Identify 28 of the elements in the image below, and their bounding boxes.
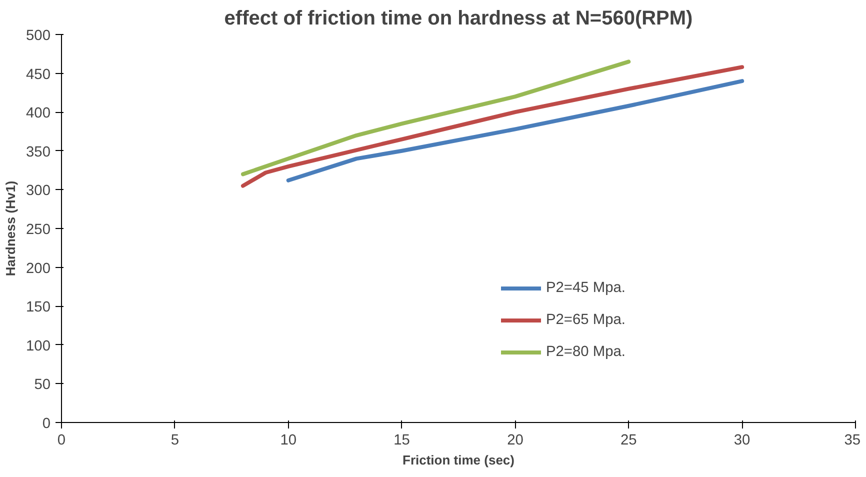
y-tick-label: 450 — [26, 66, 51, 83]
line-series — [286, 79, 744, 182]
y-tick-label: 500 — [26, 28, 51, 44]
y-tick-label: 250 — [26, 222, 51, 238]
y-axis-title: Hardness (Hv1) — [3, 180, 18, 276]
line-series — [240, 65, 744, 188]
x-tick-label: 30 — [734, 432, 750, 448]
x-tick-label: 20 — [507, 432, 524, 448]
y-tick-label: 200 — [26, 260, 51, 277]
legend-label: P2=45 Mpa. — [546, 280, 626, 296]
y-tick-label: 50 — [34, 377, 51, 394]
chart-title: effect of friction time on hardness at N=560(RPM) — [224, 8, 693, 30]
y-tick-label: 100 — [26, 338, 51, 354]
legend-label: P2=80 Mpa. — [546, 344, 626, 360]
y-tick-label: 400 — [26, 106, 51, 122]
y-tick-label: 0 — [42, 416, 51, 432]
x-tick-label: 35 — [844, 432, 861, 448]
x-tick-label: 25 — [620, 432, 637, 448]
y-tick-label: 300 — [26, 183, 51, 200]
x-tick-label: 15 — [394, 432, 410, 448]
x-tick-label: 5 — [170, 432, 180, 448]
legend-label: P2=65 Mpa. — [546, 312, 626, 328]
x-tick-label: 0 — [57, 432, 66, 448]
x-tick-label: 10 — [280, 432, 297, 448]
y-tick-label: 150 — [26, 300, 51, 316]
x-axis-title: Friction time (sec) — [402, 452, 514, 468]
y-tick-label: 350 — [26, 144, 51, 160]
line-series — [240, 60, 631, 176]
